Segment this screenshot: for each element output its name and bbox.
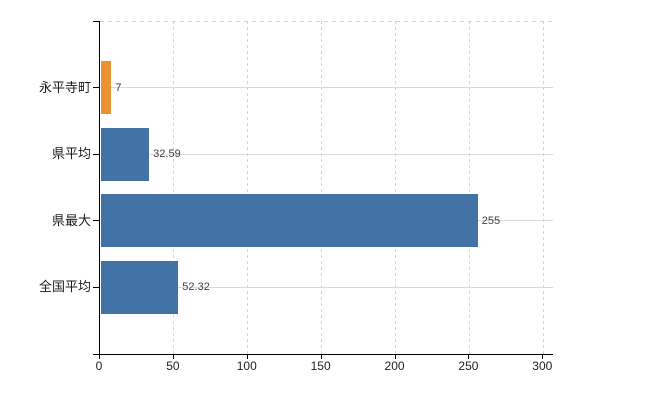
category-label-1: 永平寺町 [38,79,91,95]
vertical-gridline-200 [395,21,397,354]
plot-top-border-dashed [100,21,553,22]
x-axis-tick-250 [468,355,470,359]
x-axis-tick-50 [172,355,174,359]
bar-4 [101,260,179,314]
vertical-gridline-300 [542,21,544,354]
y-axis-tick [93,286,99,288]
y-axis-tick [93,220,99,222]
bar-value-label-4: 52.32 [182,281,210,294]
y-axis-tick [93,87,99,89]
x-axis-tick-label: 300 [532,359,553,373]
bar-value-label-2: 32.59 [153,148,181,161]
x-axis-tick-300 [542,355,544,359]
vertical-gridline-150 [321,21,323,354]
horizontal-gridline [100,286,553,288]
x-axis-tick-label: 50 [166,359,180,373]
x-axis-tick-label: 200 [384,359,405,373]
x-axis-tick-150 [320,355,322,359]
y-axis-bottom-tick [93,354,99,355]
x-axis-tick-label: 250 [458,359,479,373]
x-axis-tick-200 [394,355,396,359]
category-label-2: 県平均 [51,146,91,162]
bar-1 [101,61,112,115]
horizontal-gridline [100,87,553,89]
category-label-3: 県最大 [51,212,91,228]
vertical-gridline-250 [468,21,470,354]
y-axis-top-tick [93,21,99,22]
x-axis-tick-label: 150 [310,359,331,373]
bar-value-label-1: 7 [115,81,122,94]
bar-3 [101,194,478,248]
vertical-gridline-50 [173,21,175,354]
x-axis-tick-0 [99,355,100,359]
x-axis-tick-label: 100 [236,359,257,373]
horizontal-gridline [100,153,553,155]
category-label-4: 全国平均 [38,279,91,295]
x-axis-tick-100 [246,355,248,359]
plot-area: 7 32.59 255 52.32 [99,21,553,355]
vertical-gridline-100 [247,21,249,354]
bar-value-label-3: 255 [481,214,501,227]
x-axis-tick-label: 0 [95,359,103,373]
y-axis-tick [93,153,99,155]
bar-2 [101,127,150,181]
